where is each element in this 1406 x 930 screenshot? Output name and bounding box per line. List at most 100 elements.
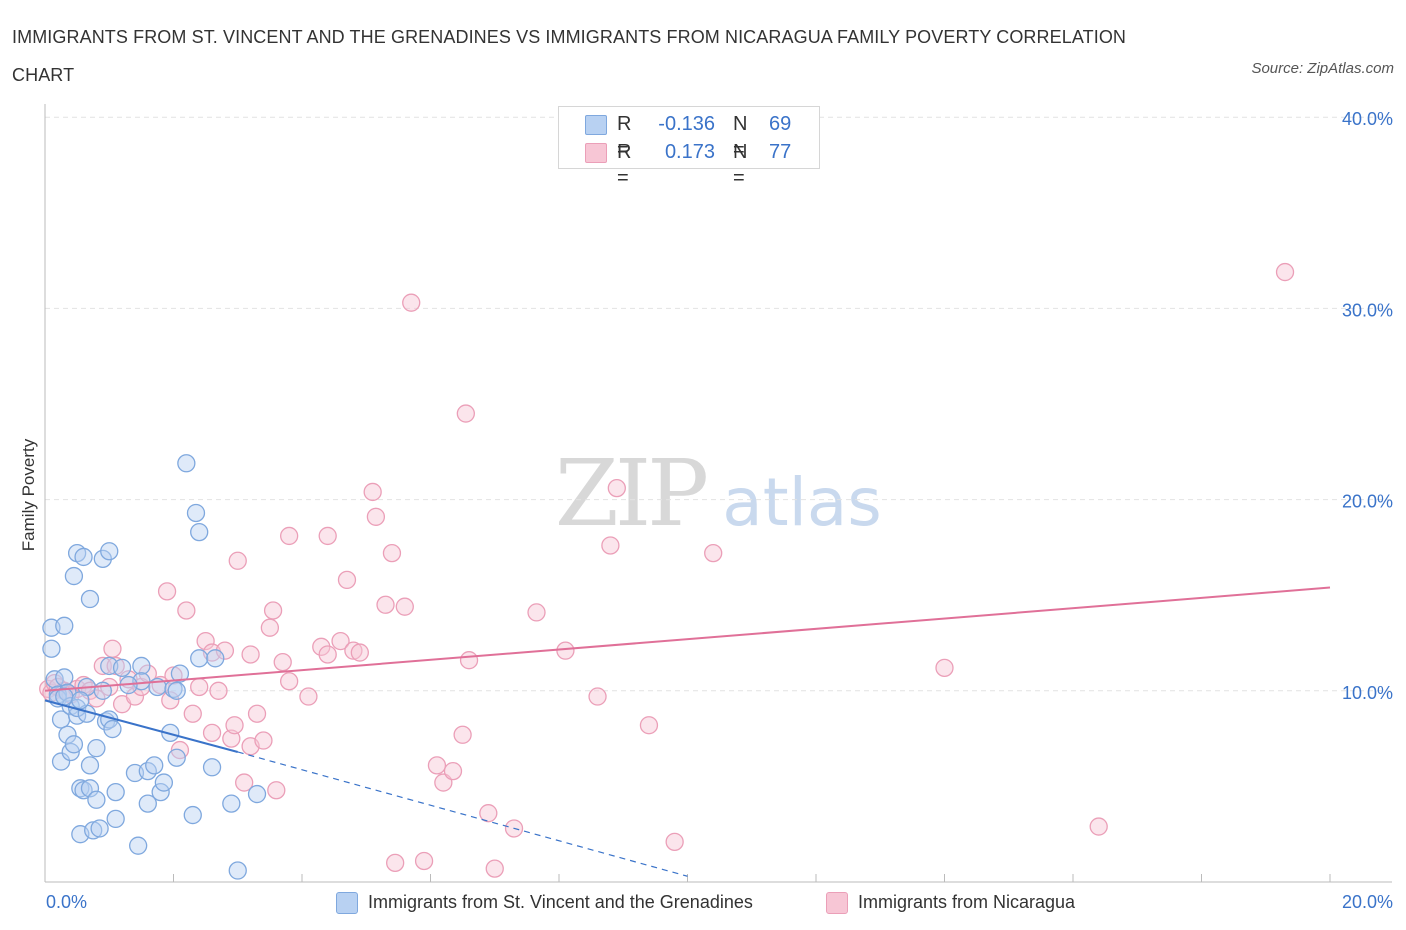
data-point	[273, 652, 292, 672]
data-point	[154, 773, 174, 792]
data-point	[190, 649, 209, 668]
data-point	[58, 725, 77, 744]
data-point	[161, 691, 180, 710]
r-value: -0.136	[658, 113, 715, 135]
data-point	[527, 603, 546, 622]
data-point	[601, 536, 620, 555]
data-point	[103, 639, 122, 658]
data-point	[80, 756, 100, 775]
data-point	[1089, 817, 1108, 836]
swatch-pink-icon	[585, 143, 607, 163]
data-point	[74, 781, 93, 800]
x-tick-label: 0.0%	[46, 892, 87, 912]
r-value: 0.173	[664, 141, 715, 163]
trend-line-nicaragua	[44, 586, 1331, 692]
data-point	[190, 677, 209, 697]
y-axis-title: Family Poverty	[19, 438, 38, 551]
data-point	[556, 641, 575, 660]
data-point	[344, 641, 363, 660]
data-point	[55, 668, 74, 687]
y-tick-label: 40.0%	[1342, 109, 1393, 129]
data-point	[228, 861, 247, 880]
data-point	[80, 589, 100, 609]
data-point	[607, 478, 626, 498]
y-tick-label: 20.0%	[1342, 492, 1393, 512]
data-point	[350, 643, 369, 662]
data-point	[386, 853, 405, 873]
data-point	[202, 758, 222, 777]
data-point	[80, 779, 100, 798]
data-point	[363, 482, 382, 502]
data-point	[254, 731, 273, 750]
data-point	[177, 601, 196, 620]
data-point	[170, 664, 190, 683]
data-point	[267, 781, 286, 800]
data-point	[935, 658, 954, 678]
data-point	[202, 723, 222, 743]
data-point	[366, 507, 386, 526]
data-point	[93, 656, 112, 676]
data-point	[71, 691, 90, 710]
data-point	[453, 725, 472, 744]
data-point	[588, 687, 607, 706]
data-point	[112, 658, 132, 678]
data-point	[103, 719, 122, 739]
data-point	[235, 773, 254, 792]
data-point	[485, 859, 504, 878]
data-point	[241, 645, 260, 664]
data-point	[206, 649, 225, 668]
data-point	[183, 805, 202, 825]
data-point	[665, 832, 684, 851]
data-point	[279, 672, 299, 691]
stats-box: R = -0.136 N = 69 R = 0.173 N = 77	[558, 106, 820, 189]
n-label: N =	[733, 113, 748, 161]
source-label: Source: ZipAtlas.com	[1251, 60, 1394, 77]
data-point	[299, 687, 318, 706]
legend-swatch-pink-icon	[826, 892, 848, 914]
r-label: R =	[617, 113, 632, 161]
data-point	[247, 704, 267, 723]
watermark-zip: ZIP	[555, 440, 706, 547]
data-point	[318, 645, 337, 664]
legend-swatch-blue-icon	[336, 892, 358, 914]
chart-title: IMMIGRANTS FROM ST. VINCENT AND THE GREN…	[12, 27, 1127, 85]
data-point	[161, 723, 180, 743]
data-point	[42, 639, 61, 658]
data-point	[190, 522, 209, 542]
legend: Immigrants from St. Vincent and the Gren…	[0, 888, 1406, 916]
data-point	[90, 819, 109, 838]
data-point	[279, 526, 299, 546]
data-point	[247, 784, 267, 804]
r-label: R =	[617, 141, 632, 189]
data-point	[125, 687, 145, 706]
data-point	[215, 641, 235, 660]
y-tick-label: 30.0%	[1342, 300, 1393, 320]
data-point	[87, 790, 106, 809]
legend-label: Immigrants from St. Vincent and the Gren…	[368, 892, 753, 912]
data-point	[639, 716, 659, 735]
trend-lines	[44, 586, 1331, 877]
data-point	[222, 794, 241, 813]
data-point	[64, 566, 84, 586]
data-point	[414, 851, 434, 871]
data-point	[132, 656, 151, 676]
data-point	[1275, 262, 1295, 282]
data-point	[61, 696, 80, 716]
axes	[44, 104, 1392, 883]
data-point	[443, 761, 463, 781]
data-point	[260, 618, 280, 637]
data-point	[64, 735, 84, 754]
data-point	[376, 595, 395, 614]
data-point	[151, 782, 170, 802]
axis-labels: 10.0% 20.0% 30.0% 40.0% 0.0% 20.0% Family Pove…	[19, 109, 1393, 912]
data-point	[479, 804, 498, 823]
data-point	[225, 716, 244, 735]
x-tick-label: 20.0%	[1342, 892, 1393, 912]
data-point	[222, 729, 241, 748]
data-point	[704, 543, 723, 563]
data-point	[228, 551, 247, 570]
watermark: ZIP atlas	[555, 440, 882, 547]
data-point	[456, 404, 475, 423]
data-point	[263, 601, 283, 620]
series-st-vincent-points	[42, 454, 267, 880]
